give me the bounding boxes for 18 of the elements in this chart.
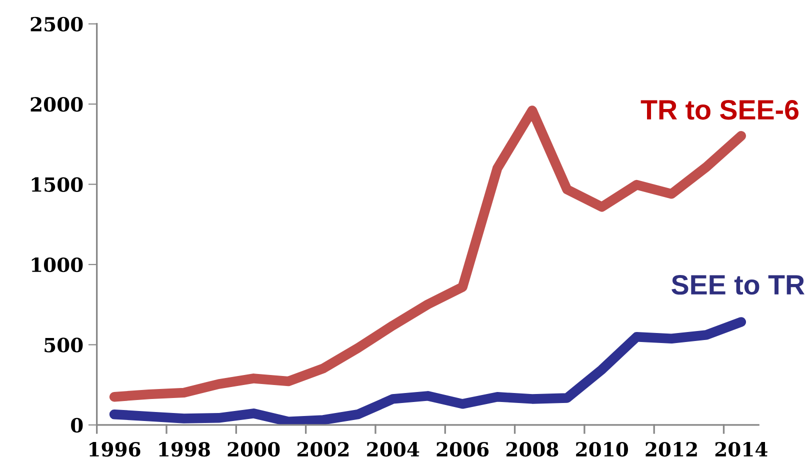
- x-tick-label: 2006: [436, 442, 489, 457]
- y-tick-label: 1500: [32, 177, 83, 192]
- y-tick-label: 1000: [32, 257, 83, 272]
- x-tick-label: 2012: [646, 442, 697, 457]
- x-tick-label: 2014: [715, 442, 768, 457]
- x-tick-label: 1998: [159, 442, 210, 457]
- y-tick-label: 0: [71, 418, 83, 433]
- x-tick-label: 2000: [228, 442, 280, 457]
- y-tick-label: 2000: [30, 97, 83, 112]
- x-tick-label: 2004: [367, 442, 420, 457]
- series-label: SEE to TR: [672, 275, 804, 295]
- x-tick-label: 1996: [90, 442, 140, 457]
- series-label: TR to SEE-6: [640, 100, 798, 120]
- y-tick-label: 500: [44, 338, 83, 352]
- x-tick-label: 2010: [576, 442, 628, 457]
- x-tick-label: 2002: [297, 442, 349, 457]
- y-tick-label: 2500: [30, 16, 83, 32]
- x-tick-label: 2008: [506, 442, 558, 457]
